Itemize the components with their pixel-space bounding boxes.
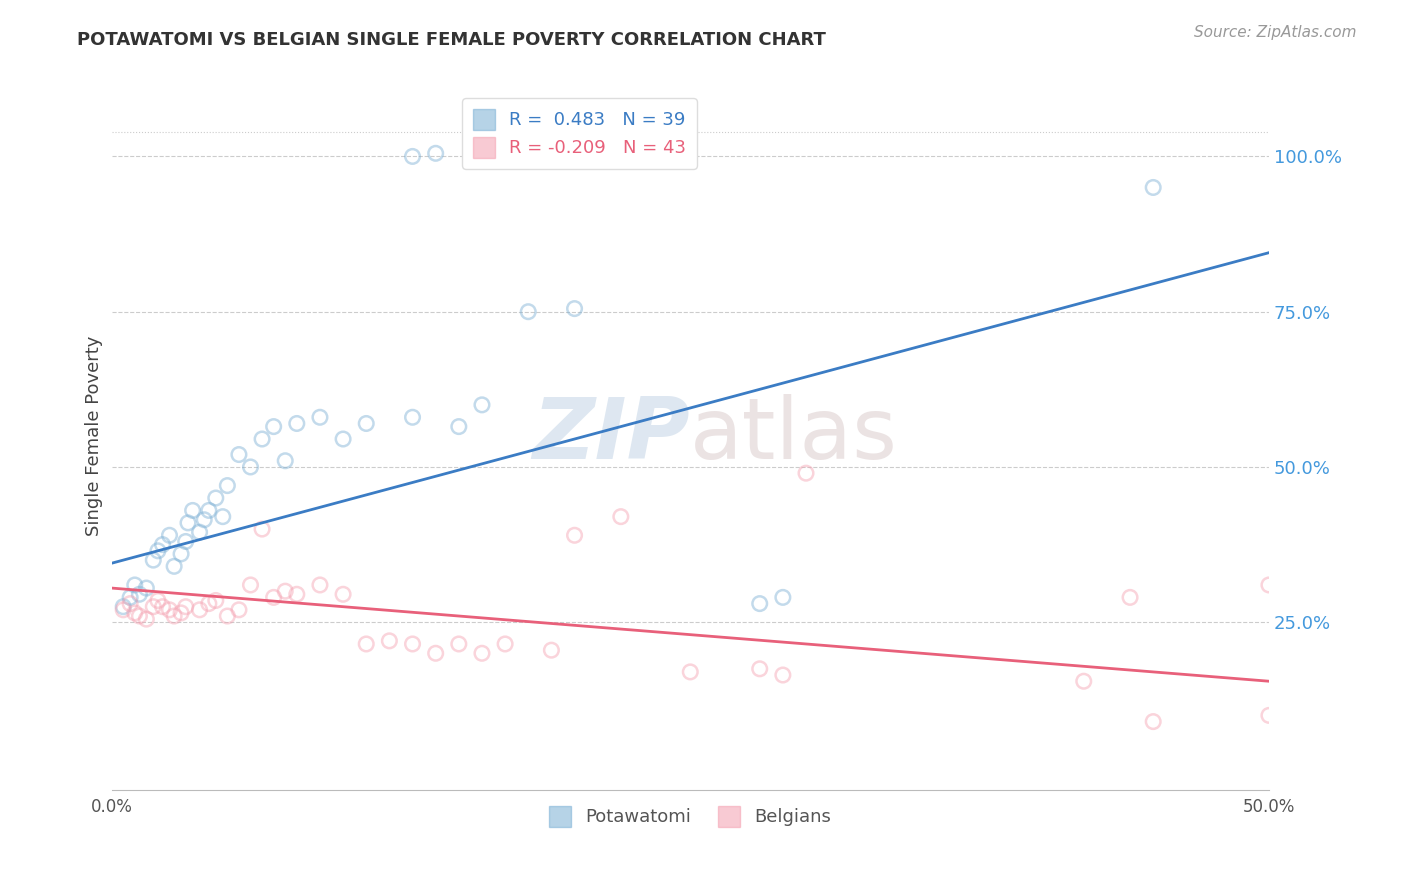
Point <box>120 597 142 611</box>
Point <box>1258 708 1281 723</box>
Point <box>188 525 211 540</box>
Point <box>163 609 186 624</box>
Point <box>401 410 423 425</box>
Point <box>250 522 273 536</box>
Point <box>146 543 169 558</box>
Point <box>146 593 169 607</box>
Point <box>1142 714 1164 729</box>
Point <box>239 459 262 474</box>
Point <box>250 432 273 446</box>
Point <box>204 491 226 505</box>
Legend: Potawatomi, Belgians: Potawatomi, Belgians <box>543 798 838 834</box>
Point <box>354 417 377 431</box>
Point <box>112 599 135 614</box>
Point <box>228 448 250 462</box>
Point <box>217 478 239 492</box>
Y-axis label: Single Female Poverty: Single Female Poverty <box>86 335 103 536</box>
Point <box>679 665 702 679</box>
Point <box>135 581 157 595</box>
Point <box>152 538 174 552</box>
Point <box>354 637 377 651</box>
Point <box>1142 180 1164 194</box>
Point <box>152 599 174 614</box>
Point <box>447 419 470 434</box>
Point <box>564 301 586 316</box>
Point <box>159 603 181 617</box>
Point <box>378 633 401 648</box>
Point <box>135 612 157 626</box>
Point <box>170 606 193 620</box>
Point <box>263 591 285 605</box>
Point <box>217 609 239 624</box>
Point <box>285 587 308 601</box>
Point <box>1258 578 1281 592</box>
Point <box>228 603 250 617</box>
Point <box>142 599 165 614</box>
Point <box>309 410 332 425</box>
Point <box>447 637 470 651</box>
Point <box>198 503 221 517</box>
Text: ZIP: ZIP <box>533 394 690 477</box>
Point <box>401 637 423 651</box>
Point <box>1073 674 1095 689</box>
Point <box>128 609 150 624</box>
Point <box>471 398 494 412</box>
Point <box>124 606 146 620</box>
Point <box>401 149 423 163</box>
Point <box>517 304 540 318</box>
Point <box>540 643 562 657</box>
Point <box>142 553 165 567</box>
Point <box>124 578 146 592</box>
Point <box>174 534 197 549</box>
Point <box>120 591 142 605</box>
Point <box>193 513 215 527</box>
Point <box>748 597 770 611</box>
Point <box>274 584 297 599</box>
Point <box>494 637 516 651</box>
Point <box>332 587 354 601</box>
Point <box>211 509 233 524</box>
Text: POTAWATOMI VS BELGIAN SINGLE FEMALE POVERTY CORRELATION CHART: POTAWATOMI VS BELGIAN SINGLE FEMALE POVE… <box>77 31 827 49</box>
Point <box>1119 591 1142 605</box>
Point <box>425 646 447 660</box>
Point <box>159 528 181 542</box>
Point <box>174 599 197 614</box>
Point <box>128 587 150 601</box>
Text: Source: ZipAtlas.com: Source: ZipAtlas.com <box>1194 25 1357 40</box>
Point <box>188 603 211 617</box>
Point <box>239 578 262 592</box>
Point <box>425 146 447 161</box>
Point <box>112 603 135 617</box>
Point <box>198 597 221 611</box>
Point <box>610 509 633 524</box>
Point <box>163 559 186 574</box>
Point <box>181 503 204 517</box>
Point <box>794 466 817 480</box>
Point <box>204 593 226 607</box>
Point <box>263 419 285 434</box>
Point <box>471 646 494 660</box>
Point <box>309 578 332 592</box>
Point <box>564 528 586 542</box>
Point <box>285 417 308 431</box>
Point <box>772 591 794 605</box>
Point <box>748 662 770 676</box>
Point <box>170 547 193 561</box>
Point <box>177 516 200 530</box>
Text: atlas: atlas <box>690 394 898 477</box>
Point <box>274 454 297 468</box>
Point <box>772 668 794 682</box>
Point <box>332 432 354 446</box>
